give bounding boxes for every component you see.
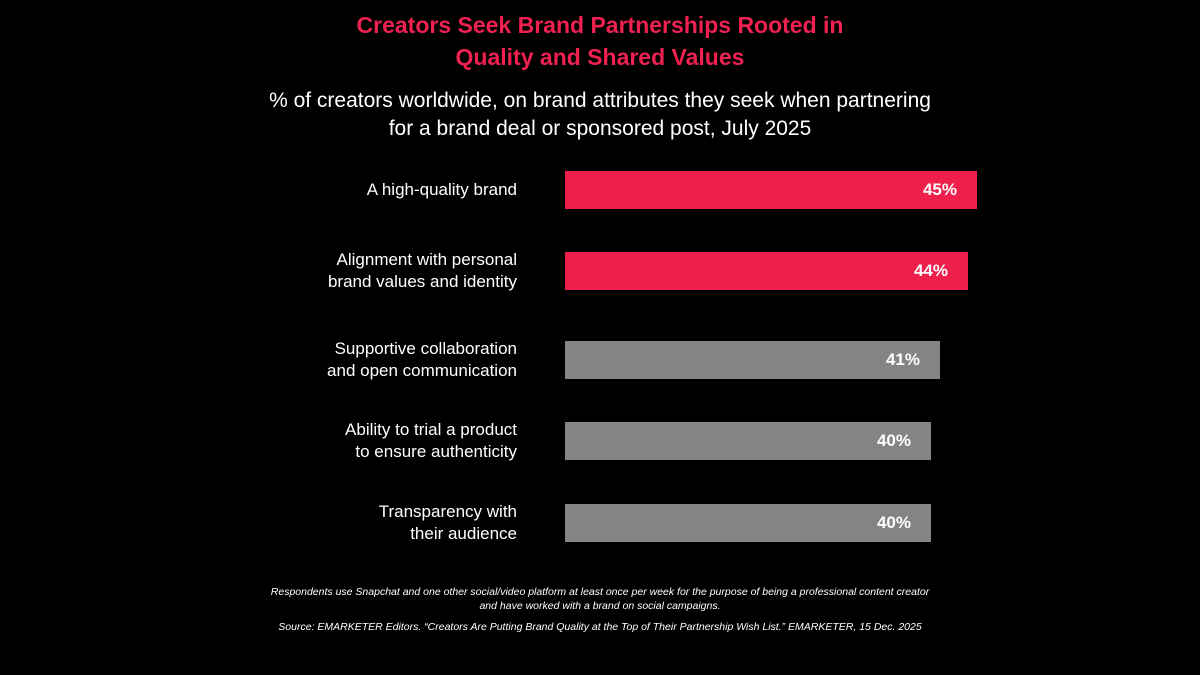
bar-value-label: 45%	[922, 180, 957, 199]
bar-label: Alignment with personal brand values and…	[327, 250, 517, 291]
bar-row-high-quality-brand: A high-quality brand 45%	[0, 171, 1200, 209]
chart-title-line-2: Quality and Shared Values	[455, 44, 745, 70]
bar-label: Ability to trial a product to ensure aut…	[345, 420, 517, 461]
chart-subtitle-line-2: for a brand deal or sponsored post, July…	[388, 117, 812, 140]
bar: 40%	[565, 422, 931, 460]
respondents-note: Respondents use Snapchat and one other s…	[0, 585, 1200, 613]
bar-value-label: 40%	[876, 431, 911, 450]
respondents-note-line-1: Respondents use Snapchat and one other s…	[270, 586, 930, 598]
bar: 41%	[565, 341, 940, 379]
chart-title-line-1: Creators Seek Brand Partnerships Rooted …	[356, 12, 844, 38]
chart-subtitle-line-1: % of creators worldwide, on brand attrib…	[269, 89, 931, 112]
bar-value-label: 41%	[885, 350, 920, 369]
bar-label: A high-quality brand	[366, 180, 517, 199]
bar-value-label: 40%	[876, 513, 911, 532]
bar-row-supportive-collaboration: Supportive collaboration and open commun…	[0, 339, 1200, 380]
bar-row-brand-values-alignment: Alignment with personal brand values and…	[0, 250, 1200, 291]
chart-subtitle: % of creators worldwide, on brand attrib…	[0, 87, 1200, 143]
bar-row-transparency: Transparency with their audience 40%	[0, 502, 1200, 543]
source-citation: Source: EMARKETER Editors. “Creators Are…	[278, 621, 922, 633]
bar-label: Transparency with their audience	[378, 502, 517, 543]
bar-row-trial-product: Ability to trial a product to ensure aut…	[0, 420, 1200, 461]
bar: 44%	[565, 252, 968, 290]
chart-title: Creators Seek Brand Partnerships Rooted …	[0, 9, 1200, 73]
respondents-note-line-2: and have worked with a brand on social c…	[479, 600, 721, 612]
bar-label: Supportive collaboration and open commun…	[327, 339, 517, 380]
bar: 40%	[565, 504, 931, 542]
bar: 45%	[565, 171, 977, 209]
bar-value-label: 44%	[913, 261, 948, 280]
